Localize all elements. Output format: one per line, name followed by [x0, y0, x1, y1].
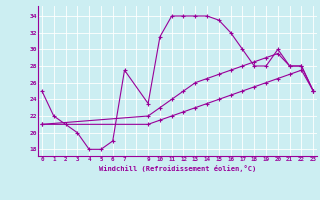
X-axis label: Windchill (Refroidissement éolien,°C): Windchill (Refroidissement éolien,°C) — [99, 165, 256, 172]
